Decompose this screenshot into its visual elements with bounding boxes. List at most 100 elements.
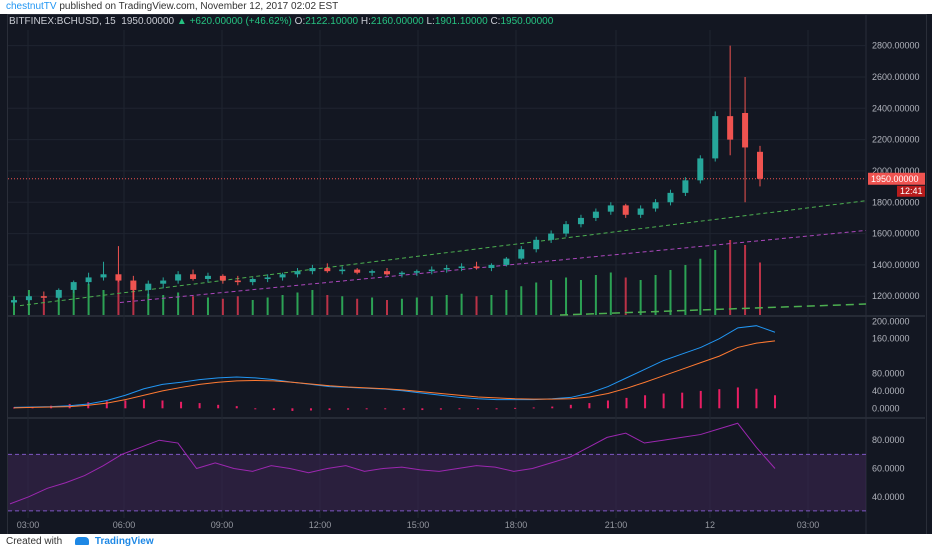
tradingview-brand-link[interactable]: TradingView [94,536,154,547]
time-tick-label: 21:00 [605,520,628,530]
volume-bar [192,296,195,315]
macd-tick-label: 80.0000 [872,369,905,379]
candle-body [607,205,614,212]
candle-body [637,208,644,215]
candle-body [473,266,480,269]
low-label: L: [426,16,435,27]
volume-bar [386,300,388,315]
change-arrow-icon: ▲ [176,16,187,27]
candle-body [40,296,47,298]
candle-body [264,277,271,279]
volume-bar [759,262,761,315]
publication-bar: chestnutTV published on TradingView.com,… [0,0,932,14]
candle-body [190,274,197,279]
macd-hist-bar [681,392,684,409]
candle-body [85,277,92,283]
volume-bar [341,296,344,315]
macd-hist-bar [421,408,424,411]
macd-hist-bar [235,406,238,409]
time-tick-label: 18:00 [505,520,528,530]
volume-bar [669,270,672,315]
candle-body [413,271,420,273]
volume-bar [654,275,657,315]
volume-bar [177,292,180,315]
macd-hist-bar [662,393,665,409]
symbol-name[interactable]: BITFINEX:BCHUSD, 15 [9,16,116,27]
volume-bar [87,283,90,315]
candle-body [488,264,495,269]
candle-body [145,283,152,290]
macd-hist-bar [644,395,647,409]
volume-bar [475,296,478,315]
candle-body [309,268,316,272]
publication-text: published on TradingView.com, November 1… [59,1,339,12]
candle-body [384,271,390,275]
macd-hist-bar [347,408,350,410]
candle-body [518,249,525,259]
macd-hist-bar [588,403,591,409]
volume-bar [729,240,732,315]
time-tick-label: 03:00 [17,520,40,530]
macd-hist-bar [477,408,480,410]
macd-tick-label: 40.0000 [872,386,905,396]
open-label: O: [294,16,306,27]
candle-body [70,282,77,290]
author-link[interactable]: chestnutTV [6,1,57,12]
macd-hist-bar [514,407,517,409]
macd-hist-bar [718,389,721,409]
candle-body [294,271,301,275]
volume-bar [251,300,254,315]
chart-frame[interactable] [7,14,927,536]
macd-line [13,325,776,408]
low-value: 1901.10000 [434,16,488,27]
candle-body [25,296,32,301]
candle-body [130,280,137,290]
countdown-label: 12:41 [900,186,923,196]
candle-body [622,205,629,215]
macd-hist-bar [272,408,275,411]
volume-bar [445,295,448,315]
price-tick-label: 1400.00000 [872,260,920,270]
price-tick-label: 1800.00000 [872,197,920,207]
candle-body [115,274,122,281]
volume-bar [371,297,374,315]
volume-bar [42,298,45,315]
candle-body [339,269,346,272]
time-tick-label: 03:00 [797,520,820,530]
candle-body [234,280,241,283]
volume-bar [684,265,687,315]
volume-bar [147,293,150,315]
price-tick-label: 2800.00000 [872,41,920,51]
volume-bar [594,275,597,315]
close-value: 1950.00000 [500,16,554,27]
candle-body [503,258,510,265]
volume-bar [744,245,747,315]
volume-bar [415,297,418,315]
macd-tick-label: 0.0000 [872,403,900,413]
candle-body [398,272,405,275]
candle-body [548,233,555,240]
candle-body [11,300,17,303]
macd-hist-bar [217,404,220,409]
macd-hist-bar [309,408,312,411]
trendline-green [19,200,867,307]
last-price: 1950.00000 [121,16,175,27]
high-label: H: [360,16,371,27]
macd-hist-bar [291,408,294,411]
candle-body [712,116,719,159]
macd-hist-bar [198,403,201,409]
volume-bar [72,287,75,315]
volume-bar [236,296,239,315]
volume-bar [296,292,299,315]
volume-bar [326,295,329,315]
candle-body [533,239,540,250]
volume-bar [699,258,702,315]
high-value: 2160.00000 [370,16,424,27]
candle-body [577,217,584,225]
trendline-lower [559,303,867,316]
candle-body [354,269,361,273]
macd-hist-bar [384,408,387,410]
price-tick-label: 1600.00000 [872,229,920,239]
candle-body [443,268,450,270]
